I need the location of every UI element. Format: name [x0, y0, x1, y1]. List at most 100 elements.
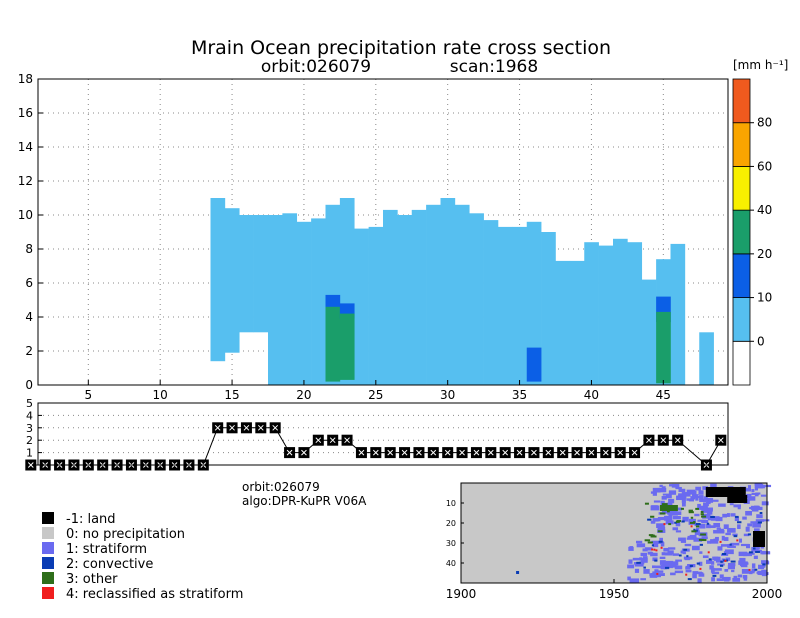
type-series-line: [30, 427, 722, 466]
map-cell-stratiform: [733, 575, 738, 580]
type-marker-cross: [559, 449, 566, 456]
map-cell-stratiform: [750, 521, 758, 524]
type-marker-cross: [444, 449, 451, 456]
map-cell-stratiform: [689, 534, 697, 538]
type-marker-cross: [487, 449, 494, 456]
map-cell-stratiform: [660, 564, 667, 570]
type-marker-cross: [416, 449, 422, 456]
map-cell-stratiform: [691, 545, 700, 551]
map-cell-stratiform: [753, 555, 758, 559]
map-cell-convective: [722, 552, 727, 555]
map-cell-stratiform: [739, 557, 746, 563]
map-cell-other: [657, 530, 663, 533]
map-cell-convective: [665, 566, 670, 569]
legend-swatch: [42, 572, 54, 584]
algo-info: algo:DPR-KuPR V06A: [242, 494, 367, 508]
map-cell-stratiform: [661, 529, 666, 533]
map-cell-stratiform: [757, 506, 763, 511]
legend-swatch: [42, 512, 54, 524]
type-marker-cross: [516, 449, 523, 456]
map-cell-convective: [747, 533, 752, 536]
precip-column: [268, 215, 283, 385]
map-cell-stratiform: [675, 486, 682, 490]
map-cell-stratiform: [741, 568, 750, 574]
map-cell-stratiform: [665, 520, 674, 525]
map-cell-stratiform: [751, 489, 755, 493]
map-cell-stratiform: [650, 520, 656, 524]
precip-column: [627, 242, 643, 385]
map-y-tick-label: 40: [446, 559, 456, 568]
map-cell-stratiform: [678, 493, 686, 497]
colorbar-segment: [732, 166, 751, 211]
colorbar-segment: [732, 340, 751, 386]
type-y-tick-label: 3: [26, 422, 33, 435]
y-tick-label: 6: [25, 276, 33, 290]
plot-frame: [37, 78, 729, 386]
map-cell-stratiform: [666, 502, 673, 507]
type-marker-cross: [646, 437, 652, 444]
map-cell-stratiform: [710, 483, 717, 489]
map-cell-other: [666, 510, 670, 513]
map-cell-stratiform: [663, 515, 673, 521]
map-cell-stratiform: [647, 551, 653, 555]
map-cell-stratiform: [762, 561, 770, 565]
type-marker-cross: [502, 449, 509, 456]
map-cell-stratiform: [759, 572, 769, 576]
map-cell-convective: [693, 528, 696, 531]
map-cell-stratiform: [682, 516, 689, 522]
map-cell-convective: [643, 566, 646, 569]
map-cell-stratiform: [758, 549, 762, 553]
map-cell-stratiform: [658, 523, 664, 527]
map-cell-stratiform: [743, 576, 748, 581]
map-cell-stratiform: [668, 491, 673, 495]
y-tick-label: 10: [18, 208, 33, 222]
map-cell-other: [691, 530, 697, 533]
map-cell-convective: [753, 547, 756, 550]
map-cell-stratiform: [695, 486, 702, 491]
map-cell-stratiform: [692, 574, 697, 579]
colorbar-label: 10: [757, 291, 772, 305]
map-cell-convective: [687, 578, 692, 581]
map-cell-convective: [706, 522, 710, 525]
map-cell-reclassified: [656, 572, 659, 575]
map-cell-convective: [695, 529, 698, 532]
map-cell-stratiform: [727, 527, 736, 533]
map-cell-stratiform: [675, 522, 681, 527]
precip-column: [411, 209, 427, 385]
colorbar-label: 20: [757, 247, 772, 261]
map-cell-stratiform: [738, 551, 748, 557]
map-cell-stratiform: [667, 550, 674, 555]
map-cell-stratiform: [754, 483, 762, 486]
map-cell-reclassified: [653, 548, 656, 551]
map-cell-other: [700, 511, 704, 514]
map-cell-stratiform: [714, 556, 721, 561]
type-marker-cross: [459, 449, 465, 456]
map-x-tick-label: 1950: [599, 587, 630, 601]
map-cell-stratiform: [699, 498, 707, 502]
intense-precip-cell: [325, 306, 341, 382]
map-cell-stratiform: [651, 505, 658, 509]
map-cell-stratiform: [686, 537, 694, 540]
map-cell-stratiform: [684, 557, 691, 561]
orbit-info: orbit:026079: [242, 480, 320, 494]
map-cell-stratiform: [761, 574, 767, 577]
map-cell-stratiform: [745, 528, 750, 531]
map-cell-stratiform: [659, 484, 663, 488]
map-cell-convective: [689, 564, 693, 567]
map-cell-reclassified: [685, 573, 688, 576]
map-cell-stratiform: [711, 577, 715, 582]
map-cell-stratiform: [740, 564, 748, 568]
map-cell-stratiform: [739, 562, 749, 565]
map-cell-stratiform: [628, 559, 633, 564]
x-tick-label: 30: [440, 388, 455, 402]
map-cell-stratiform: [699, 551, 703, 554]
colorbar-segment: [732, 297, 751, 342]
type-marker-cross: [372, 449, 379, 456]
map-cell-stratiform: [747, 485, 752, 490]
map-cell-stratiform: [713, 538, 718, 542]
map-cell-stratiform: [699, 523, 706, 529]
map-cell-reclassified: [748, 568, 751, 571]
map-cell-stratiform: [740, 543, 750, 547]
